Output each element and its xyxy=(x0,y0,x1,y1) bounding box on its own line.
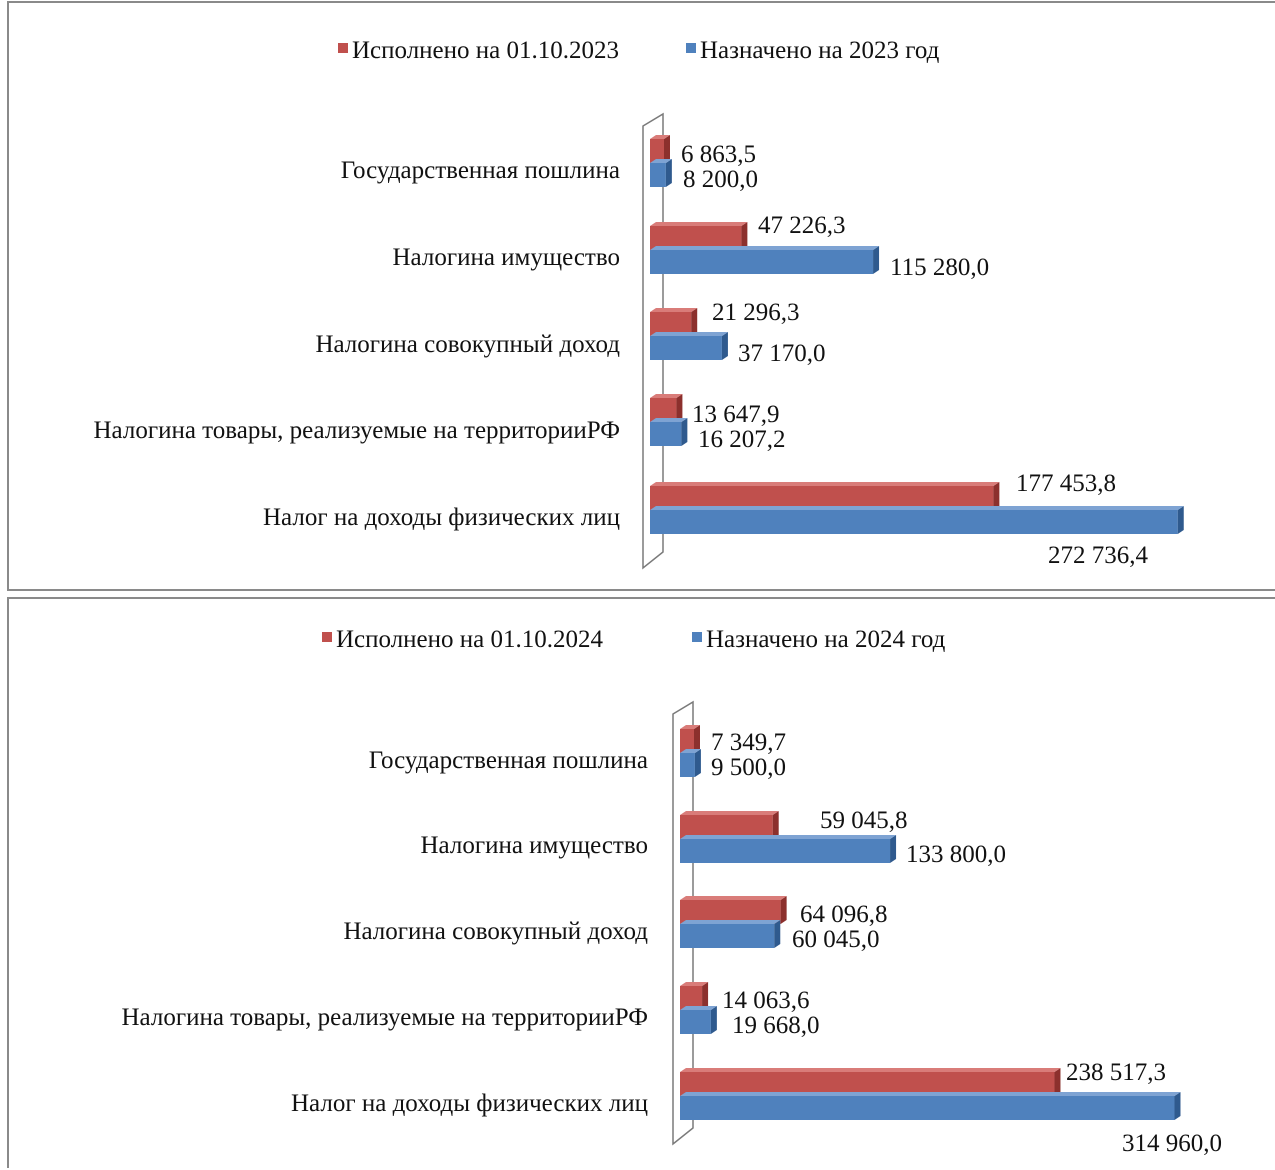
legend-label-1: Назначено на 2024 год xyxy=(706,626,946,653)
category-label: Налогина имущество xyxy=(392,244,620,271)
bar-planned xyxy=(680,835,896,863)
data-label: 272 736,4 xyxy=(1048,542,1149,569)
bar-executed xyxy=(680,896,787,924)
bar-planned xyxy=(680,1092,1180,1120)
category-label: Налог на доходы физических лиц xyxy=(263,504,620,531)
data-label: 59 045,8 xyxy=(820,807,908,834)
legend-swatch-0 xyxy=(322,632,332,642)
bar-planned xyxy=(650,246,879,274)
data-label: 7 349,7 xyxy=(711,729,786,756)
category-label: Налогина совокупный доход xyxy=(343,918,648,945)
data-label: 37 170,0 xyxy=(738,340,826,367)
category-label: Налогина товары, реализуемые на территор… xyxy=(93,417,620,444)
data-label: 13 647,9 xyxy=(692,401,780,428)
data-label: 314 960,0 xyxy=(1122,1130,1222,1157)
data-label: 16 207,2 xyxy=(698,426,786,453)
data-label: 177 453,8 xyxy=(1016,470,1116,497)
legend-swatch-1 xyxy=(686,43,696,53)
category-label: Государственная пошлина xyxy=(341,157,620,184)
plot-area: Исполнено на 01.10.2024 Назначено на 2024… xyxy=(121,626,1222,1157)
legend-swatch-1 xyxy=(692,632,702,642)
category-label: Налог на доходы физических лиц xyxy=(291,1090,648,1117)
data-label: 115 280,0 xyxy=(890,254,989,281)
bar-executed xyxy=(650,482,999,510)
bar-planned xyxy=(680,749,701,777)
category-label: Налогина совокупный доход xyxy=(315,331,620,358)
legend-label-0: Исполнено на 01.10.2024 xyxy=(336,626,604,653)
category-label: Государственная пошлина xyxy=(369,747,648,774)
bar-planned xyxy=(650,159,672,187)
data-label: 238 517,3 xyxy=(1066,1059,1166,1086)
data-label: 14 063,6 xyxy=(722,987,810,1014)
bar-planned xyxy=(680,1006,717,1034)
bar-executed xyxy=(650,222,747,250)
data-label: 6 863,5 xyxy=(681,141,756,168)
chart-panel-2024: Исполнено на 01.10.2024 Назначено на 2024… xyxy=(7,597,1275,1168)
category-label: Налогина товары, реализуемые на территор… xyxy=(121,1004,648,1031)
bar-executed xyxy=(680,982,708,1010)
chart-panel-2023: Исполнено на 01.10.2023 Назначено на 2023… xyxy=(7,1,1275,591)
plot-area: Исполнено на 01.10.2023 Назначено на 2023… xyxy=(93,37,1183,569)
chart-2023: Исполнено на 01.10.2023 Назначено на 2023… xyxy=(0,3,1275,593)
bar-planned xyxy=(650,506,1184,534)
data-label: 47 226,3 xyxy=(758,212,846,239)
data-label: 9 500,0 xyxy=(711,754,786,781)
bar-executed xyxy=(650,308,697,336)
data-label: 19 668,0 xyxy=(732,1012,820,1039)
category-label: Налогина имущество xyxy=(420,832,648,859)
bar-planned xyxy=(650,418,687,446)
bar-executed xyxy=(680,725,700,753)
bar-executed xyxy=(650,394,682,422)
data-label: 8 200,0 xyxy=(683,166,758,193)
bar-executed xyxy=(680,1068,1060,1096)
data-label: 133 800,0 xyxy=(906,841,1006,868)
data-label: 60 045,0 xyxy=(792,926,880,953)
data-label: 21 296,3 xyxy=(712,299,800,326)
legend-label-0: Исполнено на 01.10.2023 xyxy=(352,37,619,64)
data-label: 64 096,8 xyxy=(800,901,888,928)
chart-2024: Исполнено на 01.10.2024 Назначено на 2024… xyxy=(0,599,1275,1170)
legend-swatch-0 xyxy=(338,43,348,53)
legend-label-1: Назначено на 2023 год xyxy=(700,37,940,64)
bar-executed xyxy=(650,135,670,163)
bar-planned xyxy=(680,920,780,948)
bar-executed xyxy=(680,811,779,839)
bar-planned xyxy=(650,332,728,360)
